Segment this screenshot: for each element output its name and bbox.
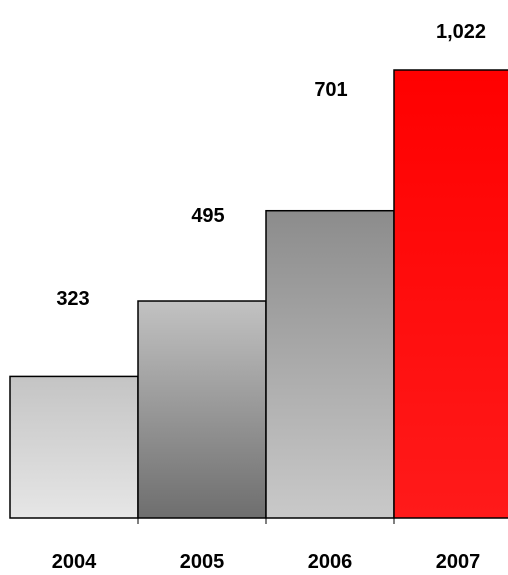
bar-2004 — [9, 375, 139, 519]
x-tick-labels-group: 2004 2005 2006 2007 — [52, 551, 481, 573]
bar-2006 — [265, 209, 395, 519]
x-tick-label-2007: 2007 — [436, 551, 481, 573]
bar-2005 — [137, 300, 267, 519]
data-label-2005: 495 — [191, 205, 224, 227]
x-tick-label-2004: 2004 — [52, 551, 97, 573]
x-axis — [10, 517, 508, 524]
value-labels-group: 323 495 701 1,022 — [56, 21, 486, 310]
data-label-2004: 323 — [56, 288, 89, 310]
data-label-2006: 701 — [314, 79, 347, 101]
data-label-2007: 1,022 — [436, 21, 486, 43]
x-tick-label-2005: 2005 — [180, 551, 225, 573]
x-tick-label-2006: 2006 — [308, 551, 353, 573]
bar-2007 — [393, 69, 508, 519]
bars-group — [9, 69, 508, 519]
